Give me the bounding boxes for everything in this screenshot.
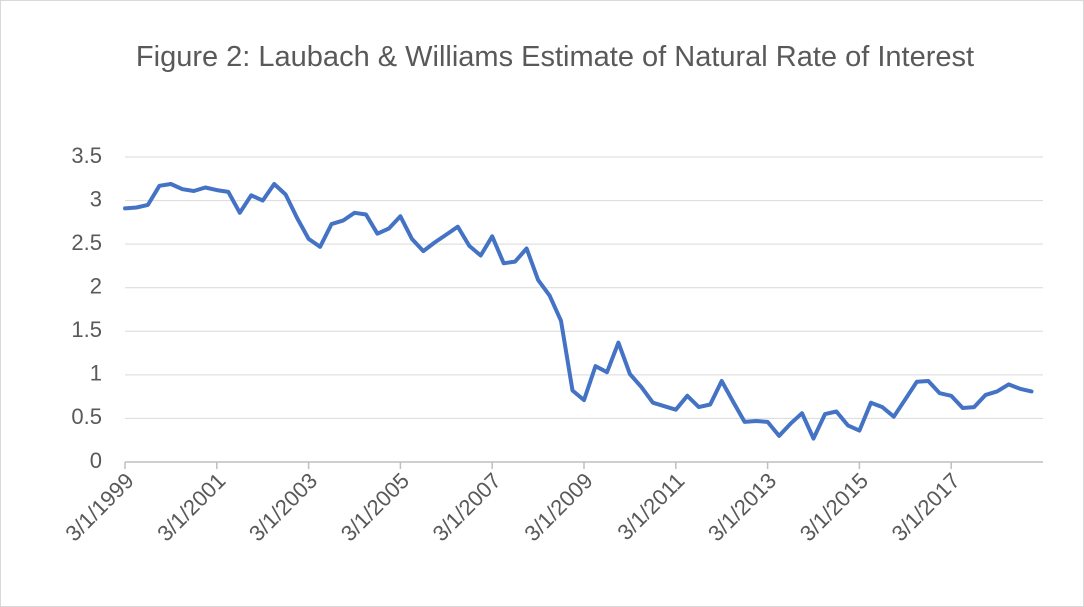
x-tick-label: 3/1/2017 <box>887 468 965 546</box>
y-tick-label: 2.5 <box>71 230 102 255</box>
y-tick-label: 1 <box>90 361 102 386</box>
y-tick-label: 3.5 <box>71 143 102 168</box>
x-tick-label: 3/1/2015 <box>795 468 873 546</box>
x-tick-label: 3/1/2013 <box>703 468 781 546</box>
x-tick-label: 3/1/2009 <box>519 468 597 546</box>
chart-title: Figure 2: Laubach & Williams Estimate of… <box>135 41 975 73</box>
x-tick-label: 3/1/2003 <box>244 468 322 546</box>
x-tick-label: 3/1/1999 <box>60 468 138 546</box>
y-tick-label: 3 <box>90 186 102 211</box>
y-tick-label: 2 <box>90 274 102 299</box>
x-tick-label: 3/1/2005 <box>336 468 414 546</box>
x-tick-label: 3/1/2011 <box>612 468 689 545</box>
x-tick-label: 3/1/2001 <box>152 468 230 546</box>
y-tick-label: 0 <box>90 448 102 473</box>
y-tick-label: 1.5 <box>71 317 102 342</box>
data-line <box>123 182 1034 441</box>
x-tick-label: 3/1/2007 <box>428 468 506 546</box>
y-tick-label: 0.5 <box>71 404 102 429</box>
